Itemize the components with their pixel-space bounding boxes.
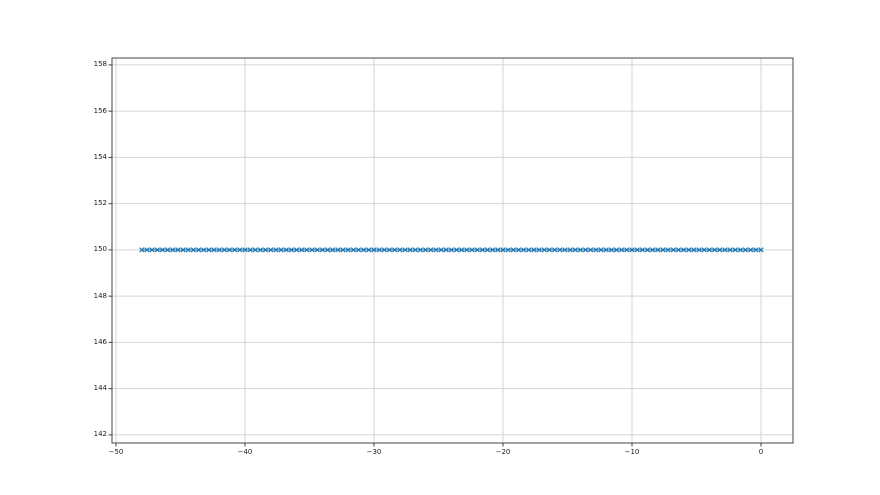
y-tick-label: 148	[93, 291, 107, 300]
x-tick-label: −50	[108, 448, 124, 456]
y-tick-label: 156	[93, 106, 107, 115]
series-markers	[139, 247, 764, 253]
plot-spines	[111, 57, 794, 444]
y-tick-label: 152	[93, 199, 107, 208]
y-tick-label: 154	[93, 152, 107, 161]
x-tick-label: 0	[758, 448, 764, 456]
y-tick-label: 144	[93, 384, 107, 393]
x-tick-label: −10	[624, 448, 640, 456]
y-tick-label: 158	[93, 60, 107, 69]
y-tick-label: 150	[93, 245, 107, 254]
x-tick-label: −40	[237, 448, 253, 456]
x-tick-label: −20	[495, 448, 511, 456]
y-tick-label: 142	[93, 430, 107, 439]
y-tick-label: 146	[93, 337, 107, 346]
x-tick-label: −30	[366, 448, 382, 456]
